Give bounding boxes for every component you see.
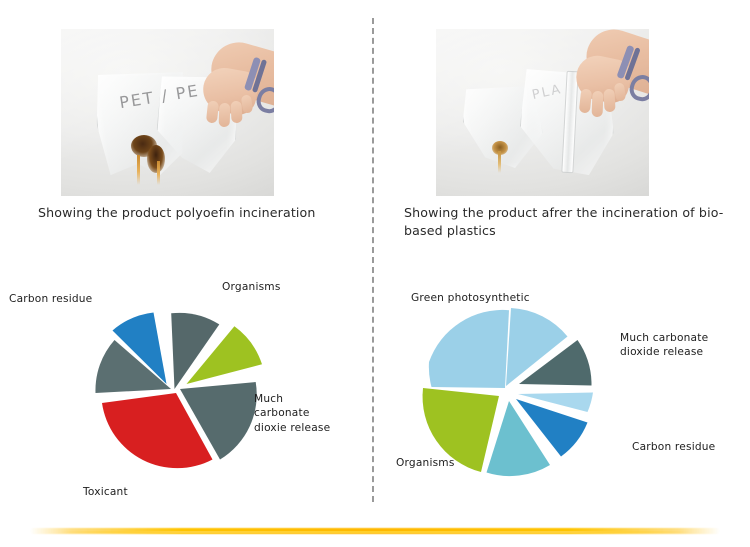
finger — [230, 100, 243, 124]
pie-slice-unlabeled-lightblue — [518, 392, 593, 412]
panel-divider — [372, 18, 374, 502]
pie-chart-biobased-svg — [422, 308, 593, 477]
pie-chart-polyolefin-svg — [95, 312, 262, 469]
pie-label-green-photosynthetic: Green photosynthetic — [411, 292, 530, 304]
pie-slice-group-right — [422, 308, 593, 477]
pie-slice-green-photosynthetic-fill — [506, 308, 568, 386]
pie-label-organisms-right: Organisms — [396, 457, 455, 469]
burn-mark — [147, 145, 165, 173]
pie-slice-much-carbonate-dioxide — [519, 340, 592, 386]
melt-drip — [498, 151, 501, 173]
pie-slice-group-left — [95, 312, 262, 469]
pie-slice-green-photosynthetic — [428, 309, 509, 388]
pie-chart-biobased — [385, 272, 745, 507]
finger — [591, 90, 604, 118]
pie-label-much-carbonate-left: Much carbonate dioxie release — [254, 393, 331, 434]
pie-slice-organisms-right — [422, 388, 499, 472]
pie-slice-toxicant — [102, 393, 213, 469]
photo-biobased-after-incineration: PLA — [436, 29, 649, 196]
pie-slice-carbon-residue — [112, 312, 167, 384]
pie-slice-carbon-residue-right — [516, 399, 588, 457]
pie-label-carbon-residue-right: Carbon residue — [632, 441, 716, 453]
photo-polyolefin-incineration: PET / PE — [61, 29, 274, 196]
melt-drip — [157, 161, 160, 185]
finger — [218, 102, 231, 128]
pie-chart-polyolefin — [20, 262, 370, 507]
pie-label-much-carbonate-right: Much carbonate dioxide release — [620, 332, 709, 359]
melt-drip — [137, 155, 140, 185]
caption-left: Showing the product polyoefin incinerati… — [38, 205, 316, 220]
pie-slice-organisms — [186, 326, 262, 384]
footer-gold-rule-highlight — [60, 531, 690, 533]
burn-mark — [492, 141, 508, 155]
pie-label-carbon-residue-left: Carbon residue — [9, 293, 93, 305]
pie-slice-unlabeled-slate-left — [95, 340, 171, 393]
pie-slice-much-carbonate-dioxie — [180, 382, 257, 460]
pie-slice-unlabeled-teal — [486, 401, 550, 477]
caption-right: Showing the product afrer the incinerati… — [404, 205, 724, 239]
pie-label-organisms-left: Organisms — [222, 281, 281, 293]
pie-label-toxicant-left: Toxicant — [83, 486, 128, 498]
pie-slice-unlabeled-slate-top — [171, 312, 220, 389]
finger — [603, 88, 616, 113]
